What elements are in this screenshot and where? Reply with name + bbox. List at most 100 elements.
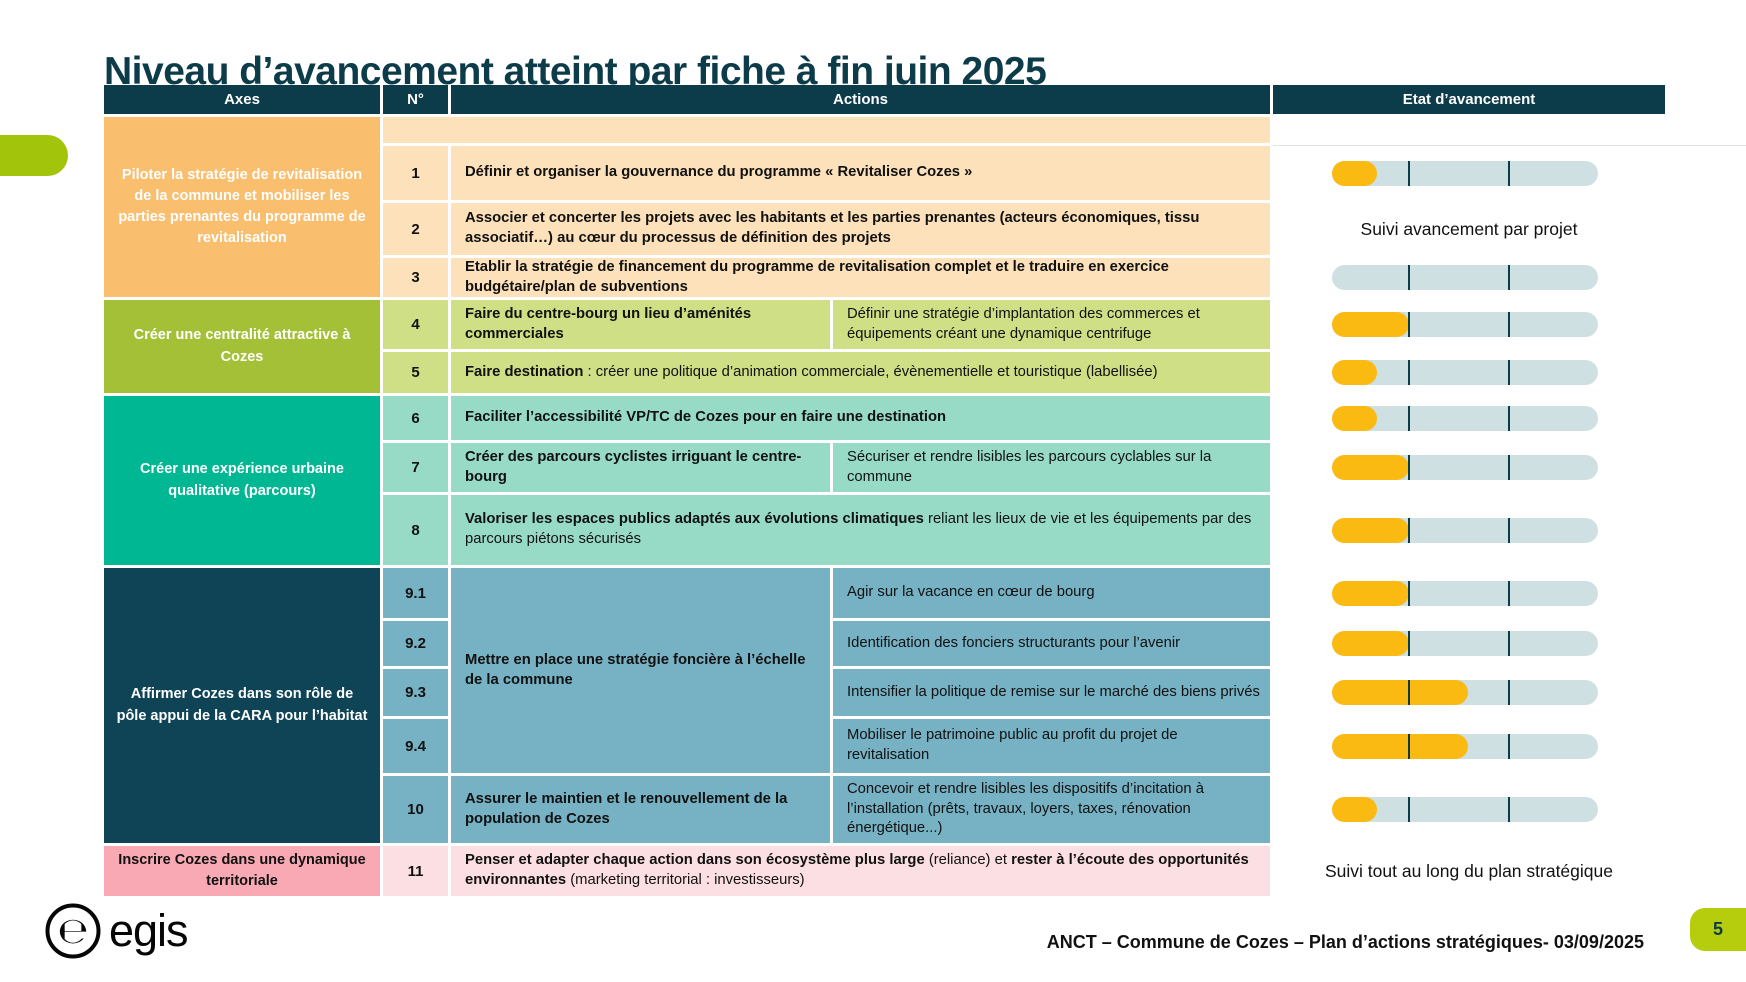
footer-caption: ANCT – Commune de Cozes – Plan d’actions… xyxy=(1046,932,1644,952)
sub-action-text: Mobiliser le patrimoine public au profit… xyxy=(833,719,1270,773)
action-text: Faire du centre-bourg un lieu d’aménités… xyxy=(451,300,830,349)
etat-cell xyxy=(1273,669,1665,716)
tick-mark xyxy=(1407,797,1410,822)
action-text: Etablir la stratégie de financement du p… xyxy=(451,258,1270,297)
axis-cell-centralite: Créer une centralité attractive à Cozes xyxy=(104,300,380,393)
row-number: 6 xyxy=(383,396,448,440)
progress-bar-r92 xyxy=(1332,631,1598,656)
etat-cell xyxy=(1273,776,1665,843)
progress-fill xyxy=(1332,580,1410,606)
row-number: 8 xyxy=(383,495,448,565)
page-number: 5 xyxy=(1690,908,1746,951)
egis-logo: ℮ egis xyxy=(44,902,189,960)
tick-mark xyxy=(1507,160,1510,186)
progress-fill xyxy=(1332,631,1410,656)
progress-fill xyxy=(1332,455,1410,480)
actions-table: Axes N° Actions Etat d’avancement Pilote… xyxy=(104,85,1665,896)
row-number: 4 xyxy=(383,300,448,349)
progress-fill xyxy=(1332,312,1410,337)
status-text-projet: Suivi avancement par projet xyxy=(1360,218,1578,239)
progress-fill xyxy=(1332,405,1378,431)
axis-cell-pilotage: Piloter la stratégie de revitalisation d… xyxy=(104,117,380,297)
sub-action-text: Identification des fonciers structurants… xyxy=(833,621,1270,666)
tick-mark xyxy=(1507,733,1510,759)
svg-text:℮: ℮ xyxy=(58,911,89,952)
action-text: Associer et concerter les projets avec l… xyxy=(451,203,1270,255)
tick-mark xyxy=(1507,265,1510,290)
action-text: Penser et adapter chaque action dans son… xyxy=(451,846,1270,896)
etat-cell xyxy=(1273,396,1665,440)
row-number: 2 xyxy=(383,203,448,255)
column-header-actions: Actions xyxy=(451,85,1270,114)
action-text: Définir et organiser la gouvernance du p… xyxy=(451,146,1270,200)
progress-fill xyxy=(1332,733,1468,759)
action-text: Faciliter l’accessibilité VP/TC de Cozes… xyxy=(451,396,1270,440)
etat-cell xyxy=(1273,568,1665,618)
accent-bar xyxy=(0,135,68,176)
tick-mark xyxy=(1507,405,1510,431)
tick-mark xyxy=(1407,455,1410,480)
tick-mark xyxy=(1407,265,1410,290)
progress-bar-r91 xyxy=(1332,580,1598,606)
action-text: Faire destination : créer une politique … xyxy=(451,352,1270,393)
tick-mark xyxy=(1507,312,1510,337)
sub-action-text: Concevoir et rendre lisibles les disposi… xyxy=(833,776,1270,843)
etat-cell xyxy=(1273,621,1665,666)
sub-action-text: Intensifier la politique de remise sur l… xyxy=(833,669,1270,716)
row-number: 9.4 xyxy=(383,719,448,773)
egis-wordmark: egis xyxy=(109,905,189,956)
progress-bar-r94 xyxy=(1332,733,1598,759)
sub-action-text: Sécuriser et rendre lisibles les parcour… xyxy=(833,443,1270,492)
etat-cell xyxy=(1273,258,1665,297)
etat-cell xyxy=(1273,719,1665,773)
tick-mark xyxy=(1407,733,1410,759)
tick-mark xyxy=(1507,580,1510,606)
tick-mark xyxy=(1407,360,1410,385)
row-number: 9.1 xyxy=(383,568,448,618)
row-number: 9.3 xyxy=(383,669,448,716)
row-number: 1 xyxy=(383,146,448,200)
tick-mark xyxy=(1407,580,1410,606)
action-text: Créer des parcours cyclistes irriguant l… xyxy=(451,443,830,492)
row-number: 5 xyxy=(383,352,448,393)
row-number: 11 xyxy=(383,846,448,896)
tick-mark xyxy=(1507,680,1510,705)
sub-action-text: Définir une stratégie d’implantation des… xyxy=(833,300,1270,349)
progress-bar-r4 xyxy=(1332,312,1598,337)
progress-fill xyxy=(1332,797,1378,822)
tick-mark xyxy=(1407,680,1410,705)
progress-bar-r5 xyxy=(1332,360,1598,385)
progress-bar-r93 xyxy=(1332,680,1598,705)
column-header-etat: Etat d’avancement xyxy=(1273,85,1665,114)
sub-action-text: Agir sur la vacance en cœur de bourg xyxy=(833,568,1270,618)
progress-bar-r7 xyxy=(1332,455,1598,480)
egis-icon: ℮ xyxy=(45,903,101,959)
tick-mark xyxy=(1407,312,1410,337)
tick-mark xyxy=(1507,455,1510,480)
progress-fill xyxy=(1332,160,1378,186)
etat-cell xyxy=(1273,495,1665,565)
progress-bar-r1 xyxy=(1332,160,1598,186)
tick-mark xyxy=(1407,405,1410,431)
etat-spacer xyxy=(1273,117,1665,143)
progress-fill xyxy=(1332,517,1410,543)
row-number: 7 xyxy=(383,443,448,492)
etat-cell xyxy=(1273,300,1665,349)
progress-fill xyxy=(1332,360,1378,385)
tick-mark xyxy=(1507,517,1510,543)
tick-mark xyxy=(1507,631,1510,656)
tick-mark xyxy=(1407,517,1410,543)
progress-fill xyxy=(1332,680,1468,705)
divider-line xyxy=(1273,145,1746,146)
axis-cell-experience-urbaine: Créer une expérience urbaine qualitative… xyxy=(104,396,380,565)
etat-cell xyxy=(1273,352,1665,393)
row-number: 10 xyxy=(383,776,448,843)
merged-action-text: Mettre en place une stratégie foncière à… xyxy=(451,568,830,773)
etat-cell xyxy=(1273,146,1665,200)
tick-mark xyxy=(1507,797,1510,822)
spacer-row xyxy=(383,117,1270,143)
progress-bar-r3 xyxy=(1332,265,1598,290)
row-number: 9.2 xyxy=(383,621,448,666)
progress-bar-r8 xyxy=(1332,517,1598,543)
column-header-axes: Axes xyxy=(104,85,380,114)
